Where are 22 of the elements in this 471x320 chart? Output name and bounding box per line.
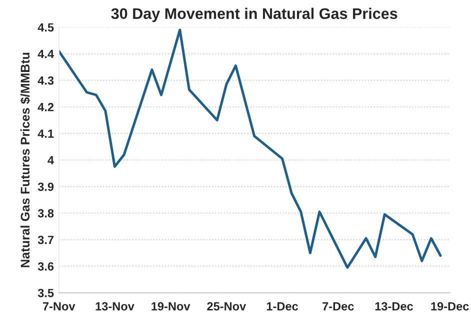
x-tick-label: 19-Nov	[152, 302, 190, 310]
y-axis-title: Natural Gas Futures Prices $/MMBtu	[20, 52, 30, 268]
x-tick-label: 19-Dec	[431, 302, 469, 310]
x-tick-label: 7-Nov	[42, 302, 76, 310]
x-tick-label: 25-Nov	[207, 302, 246, 310]
x-tick-label: 13-Nov	[96, 302, 134, 311]
y-tick-label: 4.2	[38, 102, 54, 112]
y-tick-label: 4.4	[38, 50, 54, 58]
y-tick-label: 4.3	[38, 76, 54, 85]
chart-title: 30 Day Movement in Natural Gas Prices	[111, 8, 398, 22]
y-tick-label: 3.9	[38, 182, 54, 191]
x-tick-label: 13-Dec	[375, 302, 413, 311]
x-tick-label: 7-Dec	[322, 302, 354, 310]
y-tick-label: 3.6	[38, 262, 54, 271]
y-tick-label: 3.8	[38, 209, 54, 218]
y-tick-label: 4	[48, 156, 54, 164]
x-tick-label: 1-Dec	[266, 302, 298, 310]
y-tick-label: 4.5	[38, 23, 54, 32]
y-tick-label: 4.1	[38, 130, 54, 138]
line-series	[58, 28, 442, 269]
y-tick-label: 3.5	[38, 288, 54, 298]
y-tick-label: 3.7	[38, 236, 54, 244]
